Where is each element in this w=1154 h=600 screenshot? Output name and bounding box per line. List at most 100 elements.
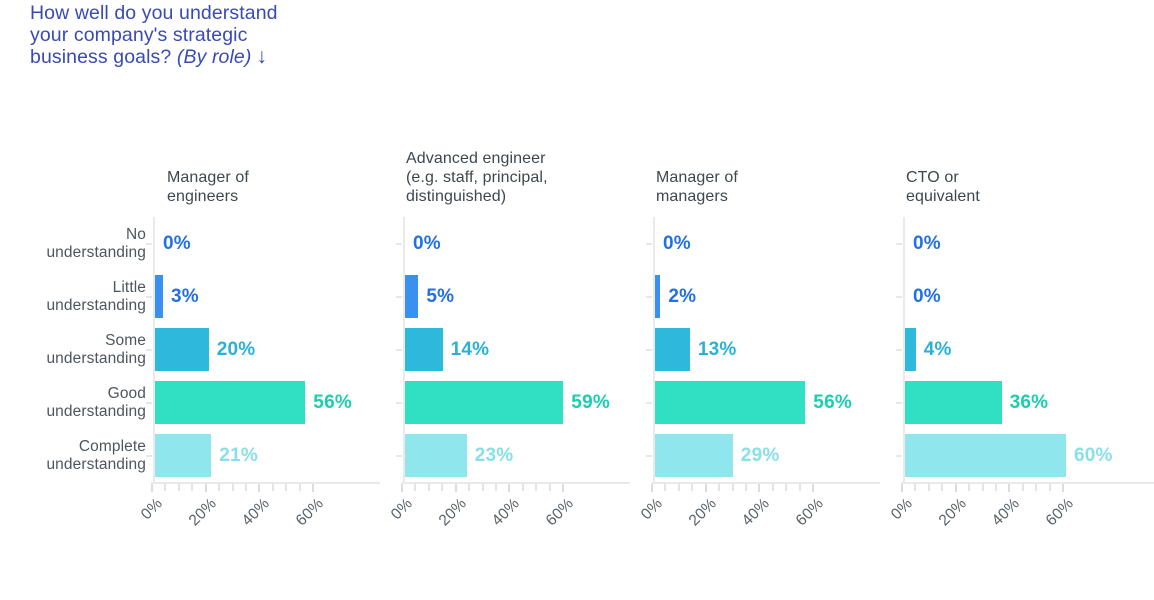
- x-axis-tick: [191, 484, 194, 491]
- x-axis-tick: [401, 484, 403, 492]
- x-axis-tick: [164, 484, 167, 491]
- bar-row: 0%: [896, 270, 1153, 323]
- plot-area: 0% 2% 13% 56% 29%: [646, 217, 903, 482]
- x-axis-tick: [704, 484, 707, 492]
- x-axis-tick: [968, 484, 971, 491]
- bar: [155, 381, 306, 424]
- x-axis-tick: [298, 484, 301, 491]
- x-axis-tick: [427, 484, 430, 491]
- bar-value-label: 59%: [571, 391, 610, 413]
- x-axis-tick: [204, 484, 207, 492]
- plot-area: 0% 5% 14% 59% 23%: [396, 217, 653, 482]
- bar-row: 13%: [646, 323, 903, 376]
- x-axis-tick: [994, 484, 997, 491]
- x-axis-line: [151, 482, 380, 484]
- bar-value-label: 2%: [668, 285, 697, 307]
- chart-column-title: CTO or equivalent: [906, 169, 980, 205]
- bar-value-label: 36%: [1009, 391, 1049, 413]
- x-axis-tick: [414, 484, 417, 491]
- x-axis-tick-label: 40%: [988, 495, 1024, 530]
- x-axis-tick: [651, 484, 653, 492]
- chart-column-title: Manager of engineers: [167, 169, 249, 205]
- x-axis-tick-label: 60%: [542, 495, 578, 530]
- x-axis-tick-label: 60%: [292, 495, 328, 530]
- x-axis-tick: [1021, 484, 1024, 491]
- x-axis-tick: [548, 484, 551, 491]
- y-axis-category-tick: [146, 401, 152, 404]
- x-axis-tick: [718, 484, 721, 491]
- small-multiples-bar-charts: Manager of engineers No understanding 0% Li…: [46, 140, 1154, 542]
- y-axis-category-tick: [396, 454, 402, 457]
- x-axis-tick-label: 60%: [1042, 495, 1078, 530]
- x-axis-tick: [744, 484, 747, 491]
- x-axis-tick: [1062, 484, 1064, 492]
- x-axis: 0% 20% 40% 60%: [138, 482, 403, 542]
- chart-column-title: Manager of managers: [656, 169, 738, 205]
- x-axis-tick: [244, 484, 247, 491]
- bar-value-label: 0%: [663, 232, 691, 254]
- y-axis-category-tick: [896, 242, 902, 245]
- title-line-3: business goals? (By role) ↓: [30, 46, 278, 69]
- title-by-role-note: (By role): [176, 46, 252, 68]
- bar: [155, 275, 163, 318]
- bar-value-label: 3%: [171, 285, 199, 307]
- x-axis-tick-label: 40%: [238, 495, 274, 530]
- bar-value-label: 0%: [413, 232, 441, 254]
- bar-value-label: 4%: [923, 338, 952, 360]
- x-axis-tick: [664, 484, 667, 491]
- x-axis-tick-label: 40%: [738, 495, 774, 530]
- title-line-2: your company's strategic: [30, 24, 248, 46]
- title-line-1: How well do you understand: [30, 2, 278, 24]
- category-label: No understanding: [46, 225, 146, 261]
- title-line-3-text: business goals?: [30, 46, 177, 68]
- bar-value-label: 5%: [426, 285, 455, 307]
- bar-row: Complete understanding 21%: [46, 429, 403, 482]
- x-axis-tick: [901, 484, 903, 492]
- chart-question-title: How well do you understand your company'…: [30, 2, 278, 68]
- y-axis-category-tick: [146, 295, 152, 298]
- bar-value-label: 14%: [450, 338, 490, 360]
- x-axis-tick: [494, 484, 497, 491]
- x-axis-tick-label: 20%: [685, 495, 720, 530]
- x-axis-tick: [441, 484, 444, 491]
- bar: [905, 381, 1002, 424]
- plot-area: 0% 0% 4% 36% 60%: [896, 217, 1153, 482]
- bar-value-label: 0%: [913, 285, 941, 307]
- bar-row: 23%: [396, 429, 653, 482]
- x-axis-tick-label: 0%: [137, 495, 167, 524]
- bar-value-label: 29%: [740, 444, 780, 466]
- y-axis-category-tick: [646, 401, 652, 404]
- y-axis-category-tick: [396, 348, 402, 351]
- bar-value-label: 23%: [474, 444, 514, 466]
- bar-row: 36%: [896, 376, 1153, 429]
- x-axis-tick: [258, 484, 261, 492]
- x-axis-tick: [285, 484, 288, 491]
- y-axis-category-tick: [396, 295, 402, 298]
- y-axis-category-tick: [896, 295, 902, 298]
- chart-column-1: Manager of engineers No understanding 0% Li…: [46, 140, 403, 542]
- chart-column-4: CTO or equivalent 0% 0% 4% 36% 60% 0% 20% 40% 60%: [888, 140, 1154, 542]
- x-axis-tick: [231, 484, 234, 491]
- bar-value-label: 56%: [813, 391, 852, 413]
- bar-row: 59%: [396, 376, 653, 429]
- category-label: Good understanding: [46, 384, 146, 420]
- x-axis-tick: [981, 484, 984, 491]
- bar-value-label: 21%: [219, 444, 258, 466]
- bar-row: 14%: [396, 323, 653, 376]
- x-axis-tick: [508, 484, 511, 492]
- bar-row: 0%: [396, 217, 653, 270]
- chart-column-2: Advanced engineer (e.g. staff, principal…: [388, 140, 653, 542]
- x-axis-tick: [521, 484, 524, 491]
- chart-column-title: Advanced engineer (e.g. staff, principal…: [406, 150, 548, 205]
- x-axis-tick: [941, 484, 944, 491]
- y-axis-category-tick: [396, 401, 402, 404]
- y-axis-category-tick: [896, 348, 902, 351]
- bar: [655, 434, 733, 477]
- y-axis-category-tick: [646, 348, 652, 351]
- x-axis-tick: [914, 484, 917, 491]
- x-axis-tick: [535, 484, 538, 491]
- bar-value-label: 56%: [313, 391, 352, 413]
- x-axis-tick: [954, 484, 957, 492]
- bar-value-label: 60%: [1074, 444, 1113, 466]
- x-axis-tick: [454, 484, 457, 492]
